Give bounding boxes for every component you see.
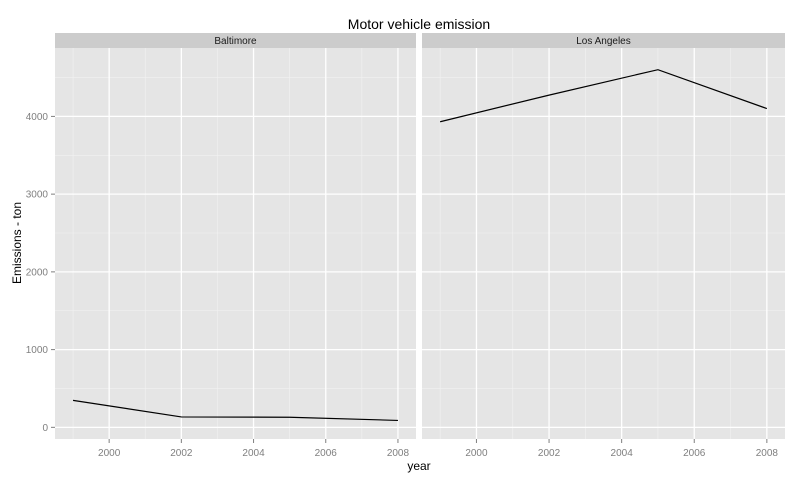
panel-background	[55, 48, 416, 439]
x-tick-label: 2002	[538, 448, 561, 459]
panel-background	[422, 48, 785, 439]
x-tick-label: 2008	[387, 448, 410, 459]
x-tick-label: 2004	[242, 448, 265, 459]
y-tick-label: 3000	[26, 190, 49, 201]
facet-strip-label: Baltimore	[214, 36, 257, 47]
x-tick-label: 2006	[683, 448, 706, 459]
x-tick-label: 2004	[611, 448, 634, 459]
x-axis-label: year	[407, 459, 430, 473]
series-line-los-angeles	[440, 69, 768, 123]
x-tick-label: 2006	[315, 448, 338, 459]
facet-strip	[422, 33, 785, 48]
x-tick-label: 2000	[98, 448, 121, 459]
y-axis-label: Emissions - ton	[10, 202, 24, 284]
series-line-baltimore	[72, 399, 398, 422]
chart-title: Motor vehicle emission	[348, 16, 490, 32]
facet-strip-label: Los Angeles	[576, 36, 631, 47]
facet-panel-baltimore: Baltimore 2000 2002 2004 2006 2008	[55, 33, 416, 459]
y-tick-label: 4000	[26, 112, 49, 123]
y-tick-label: 1000	[26, 345, 49, 356]
x-tick-label: 2000	[465, 448, 488, 459]
x-tick-label: 2008	[756, 448, 779, 459]
y-tick-label: 0	[42, 423, 48, 434]
facet-panel-los-angeles: Los Angeles 2000 2002 2004 2006 2008	[422, 33, 785, 459]
y-tick-label: 2000	[26, 267, 49, 278]
x-tick-label: 2002	[170, 448, 193, 459]
facet-strip	[55, 33, 416, 48]
